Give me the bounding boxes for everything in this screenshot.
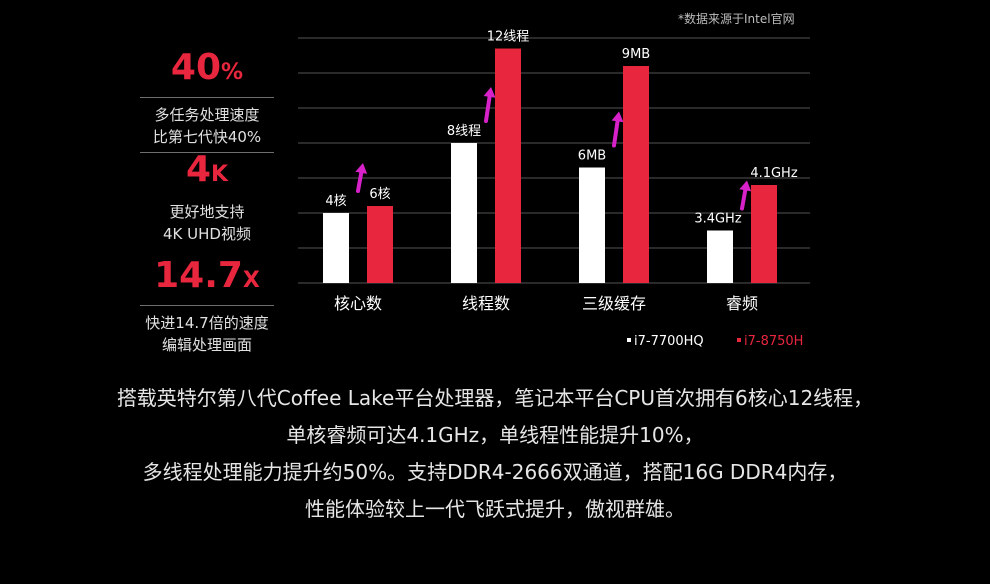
stat-unit: X xyxy=(242,268,260,293)
data-label: 4.1GHz xyxy=(750,166,798,181)
data-label: 6核 xyxy=(369,187,390,202)
stat-4k: 4K 更好地支持 4K UHD视频 xyxy=(140,150,274,245)
bar-i7-7700HQ xyxy=(451,143,477,283)
bar-i7-7700HQ xyxy=(323,213,349,283)
stat-desc-line2: 编辑处理画面 xyxy=(161,336,252,354)
stat-number: 14.7 xyxy=(154,255,243,296)
bar-i7-8750H xyxy=(623,66,649,283)
legend-label: i7-7700HQ xyxy=(634,334,704,349)
category-label: 三级缓存 xyxy=(582,294,646,313)
stat-unit: % xyxy=(221,60,244,85)
description-line: 多线程处理能力提升约50%。支持DDR4-2666双通道，搭配16G DDR4内… xyxy=(142,460,848,484)
legend-label: i7-8750H xyxy=(744,334,803,349)
growth-arrow-icon xyxy=(612,119,620,148)
bar-i7-8750H xyxy=(751,185,777,283)
growth-arrow-head-icon xyxy=(739,180,752,192)
category-label: 核心数 xyxy=(334,294,382,313)
divider xyxy=(140,97,274,98)
data-label: 6MB xyxy=(578,149,606,164)
stat-14x: 14.7X 快进14.7倍的速度 编辑处理画面 xyxy=(140,256,274,356)
growth-arrow-icon xyxy=(484,94,492,123)
data-label: 9MB xyxy=(622,47,650,62)
bar-i7-8750H xyxy=(495,48,521,283)
stat-value: 4K xyxy=(140,150,274,195)
legend-swatch xyxy=(627,338,631,342)
stat-desc-line1: 更好地支持 xyxy=(169,203,245,221)
stat-number: 4 xyxy=(185,149,211,190)
stat-desc-line1: 多任务处理速度 xyxy=(154,106,260,124)
stat-value: 14.7X xyxy=(140,256,274,301)
stat-number: 40 xyxy=(170,47,222,88)
growth-arrow-head-icon xyxy=(611,111,624,123)
category-label: 线程数 xyxy=(462,294,510,313)
divider xyxy=(140,152,274,153)
data-label: 12线程 xyxy=(487,30,530,45)
legend-swatch xyxy=(737,338,741,342)
data-label: 4核 xyxy=(325,194,346,209)
divider xyxy=(140,305,274,306)
data-label: 8线程 xyxy=(447,124,481,139)
growth-arrow-head-icon xyxy=(483,87,496,98)
stat-desc-line2: 比第七代快40% xyxy=(152,128,262,146)
growth-arrow-icon xyxy=(356,170,364,193)
growth-arrow-icon xyxy=(740,188,748,211)
description-line: 性能体验较上一代飞跃式提升，傲视群雄。 xyxy=(305,497,685,521)
category-label: 睿频 xyxy=(726,294,758,313)
stat-desc-line1: 快进14.7倍的速度 xyxy=(145,314,269,332)
bar-i7-7700HQ xyxy=(579,167,605,283)
stat-unit: K xyxy=(211,162,229,187)
description-paragraph: 搭载英特尔第八代Coffee Lake平台处理器，笔记本平台CPU首次拥有6核心… xyxy=(0,380,990,528)
stat-desc-line2: 4K UHD视频 xyxy=(163,225,251,243)
bar-i7-8750H xyxy=(367,206,393,283)
source-note: *数据来源于Intel官网 xyxy=(678,12,795,26)
stat-value: 40% xyxy=(140,48,274,93)
stat-multitask: 40% 多任务处理速度 比第七代快40% xyxy=(140,48,274,159)
description-line: 搭载英特尔第八代Coffee Lake平台处理器，笔记本平台CPU首次拥有6核心… xyxy=(116,386,874,410)
growth-arrow-head-icon xyxy=(355,163,368,174)
bar-i7-7700HQ xyxy=(707,230,733,283)
data-label: 3.4GHz xyxy=(694,212,742,227)
description-line: 单核睿频可达4.1GHz，单线程性能提升10%， xyxy=(286,423,704,447)
